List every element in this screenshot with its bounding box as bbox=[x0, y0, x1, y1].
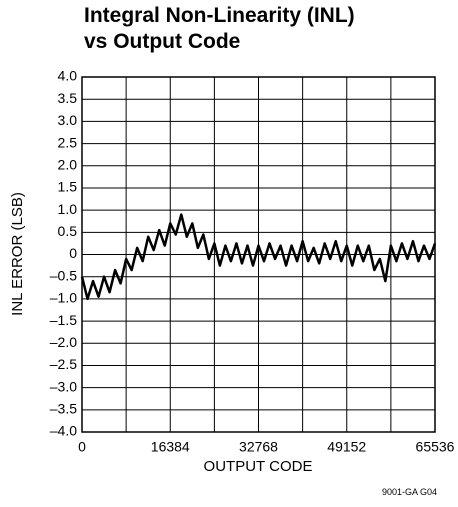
y-tick-label: 0 bbox=[69, 245, 77, 261]
y-tick-label: –4.0 bbox=[50, 423, 77, 439]
y-tick-label: 2.0 bbox=[58, 156, 78, 172]
y-tick-label: –3.5 bbox=[50, 401, 77, 417]
plot-frame bbox=[81, 76, 436, 433]
y-tick-label: 3.5 bbox=[58, 90, 78, 106]
chart-title: Integral Non-Linearity (INL) bbox=[84, 4, 355, 27]
y-tick-label: 4.0 bbox=[58, 68, 78, 84]
y-tick-label: –3.0 bbox=[50, 378, 77, 394]
x-axis-label: OUTPUT CODE bbox=[204, 458, 313, 475]
x-tick-label: 49152 bbox=[327, 439, 366, 455]
x-tick-label: 32768 bbox=[239, 439, 278, 455]
y-tick-label: 0.5 bbox=[58, 223, 78, 239]
footnote: 9001-GA G04 bbox=[382, 487, 437, 497]
y-axis-label: INL ERROR (LSB) bbox=[9, 192, 26, 316]
y-tick-label: 3.0 bbox=[58, 112, 78, 128]
chart-title: vs Output Code bbox=[84, 30, 240, 53]
x-tick-label: 16384 bbox=[151, 439, 190, 455]
y-tick-label: –0.5 bbox=[50, 267, 77, 283]
x-tick-label: 65536 bbox=[416, 439, 455, 455]
y-tick-label: –2.0 bbox=[50, 334, 77, 350]
inl-trace bbox=[80, 213, 437, 301]
x-tick-label: 0 bbox=[78, 439, 86, 455]
y-tick-label: 2.5 bbox=[58, 134, 78, 150]
y-tick-label: –2.5 bbox=[50, 356, 77, 372]
y-tick-label: 1.0 bbox=[58, 201, 78, 217]
y-tick-label: –1.5 bbox=[50, 312, 77, 328]
y-tick-label: –1.0 bbox=[50, 290, 77, 306]
y-tick-label: 1.5 bbox=[58, 179, 78, 195]
